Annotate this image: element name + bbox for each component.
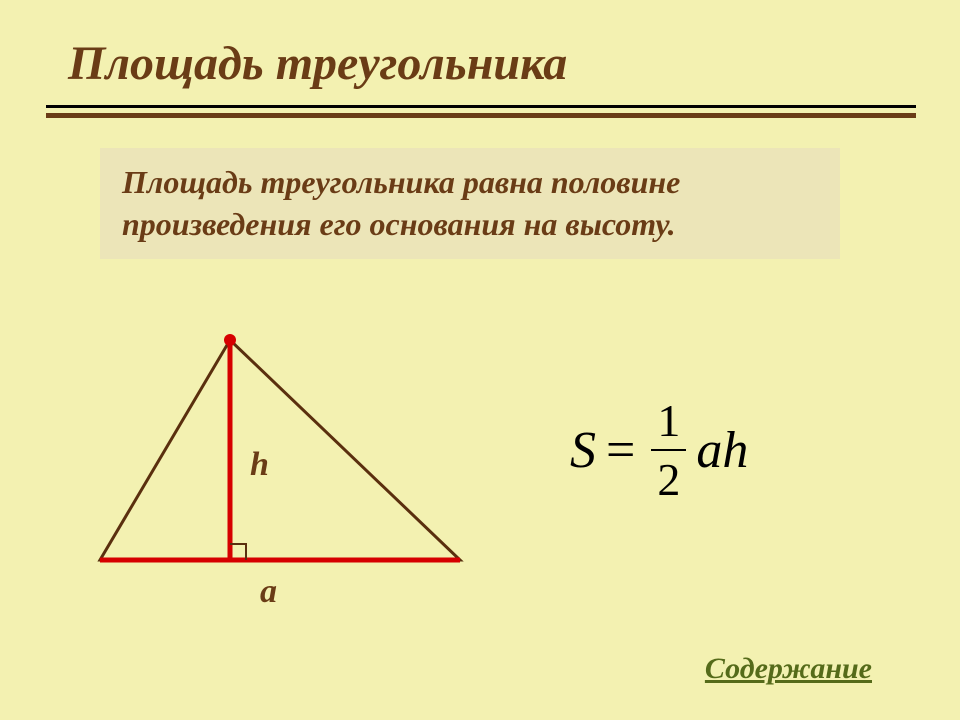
triangle-svg: h a <box>60 310 480 610</box>
apex-dot <box>224 334 236 346</box>
title-underline-thick <box>46 113 916 118</box>
slide-title: Площадь треугольника <box>68 36 567 91</box>
contents-link[interactable]: Содержание <box>705 652 872 686</box>
slide: Площадь треугольника Площадь треугольник… <box>0 0 960 720</box>
area-formula: S = 1 2 ah <box>570 370 890 530</box>
formula-rhs: ah <box>696 421 748 480</box>
title-underline-thin <box>46 105 916 108</box>
triangle-diagram: h a <box>60 310 480 590</box>
formula-numerator: 1 <box>651 394 686 449</box>
label-h: h <box>250 446 269 483</box>
formula-fraction: 1 2 <box>651 394 686 506</box>
label-a: a <box>260 573 277 610</box>
formula-S: S <box>570 421 596 480</box>
theorem-text: Площадь треугольника равна половине прои… <box>100 148 840 259</box>
formula-eq: = <box>606 421 635 480</box>
formula-denominator: 2 <box>651 449 686 506</box>
triangle-outline <box>100 340 460 560</box>
